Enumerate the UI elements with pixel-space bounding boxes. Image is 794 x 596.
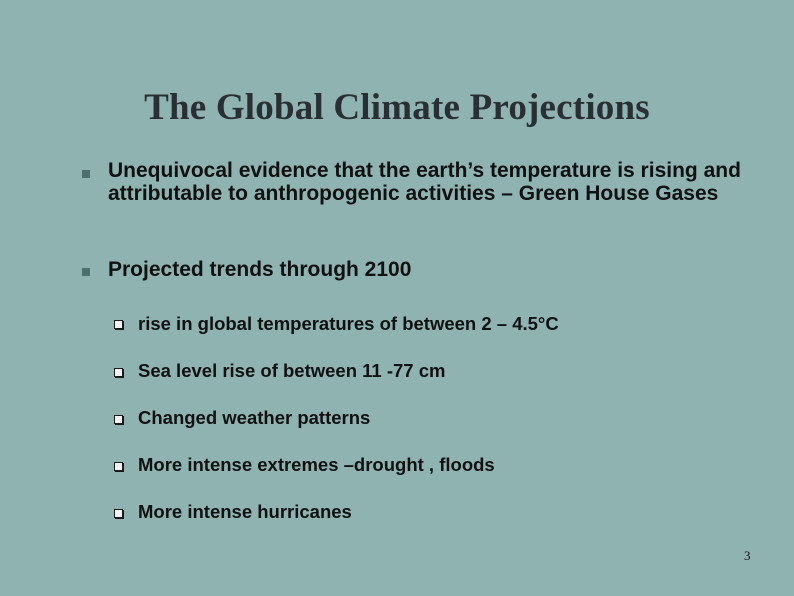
sub-bullet-text-sea-level: Sea level rise of between 11 -77 cm bbox=[138, 360, 446, 381]
checkbox-bullet-icon bbox=[114, 462, 123, 471]
checkbox-bullet-icon bbox=[114, 415, 123, 424]
page-number: 3 bbox=[744, 548, 751, 563]
square-bullet-icon bbox=[82, 268, 90, 276]
slide-title: The Global Climate Projections bbox=[144, 87, 650, 128]
checkbox-bullet-icon bbox=[114, 320, 123, 329]
checkbox-bullet-icon bbox=[114, 509, 123, 518]
sub-bullet-text-hurricanes: More intense hurricanes bbox=[138, 501, 352, 522]
bullet-text-projected-trends: Projected trends through 2100 bbox=[108, 258, 412, 281]
square-bullet-icon bbox=[82, 170, 90, 178]
checkbox-bullet-icon bbox=[114, 368, 123, 377]
sub-bullet-text-weather-patterns: Changed weather patterns bbox=[138, 407, 371, 428]
bullet-text-evidence: Unequivocal evidence that the earth’s te… bbox=[108, 159, 741, 205]
sub-bullet-text-temperature-rise: rise in global temperatures of between 2… bbox=[138, 313, 559, 334]
sub-bullet-text-extremes: More intense extremes –drought , floods bbox=[138, 454, 495, 475]
